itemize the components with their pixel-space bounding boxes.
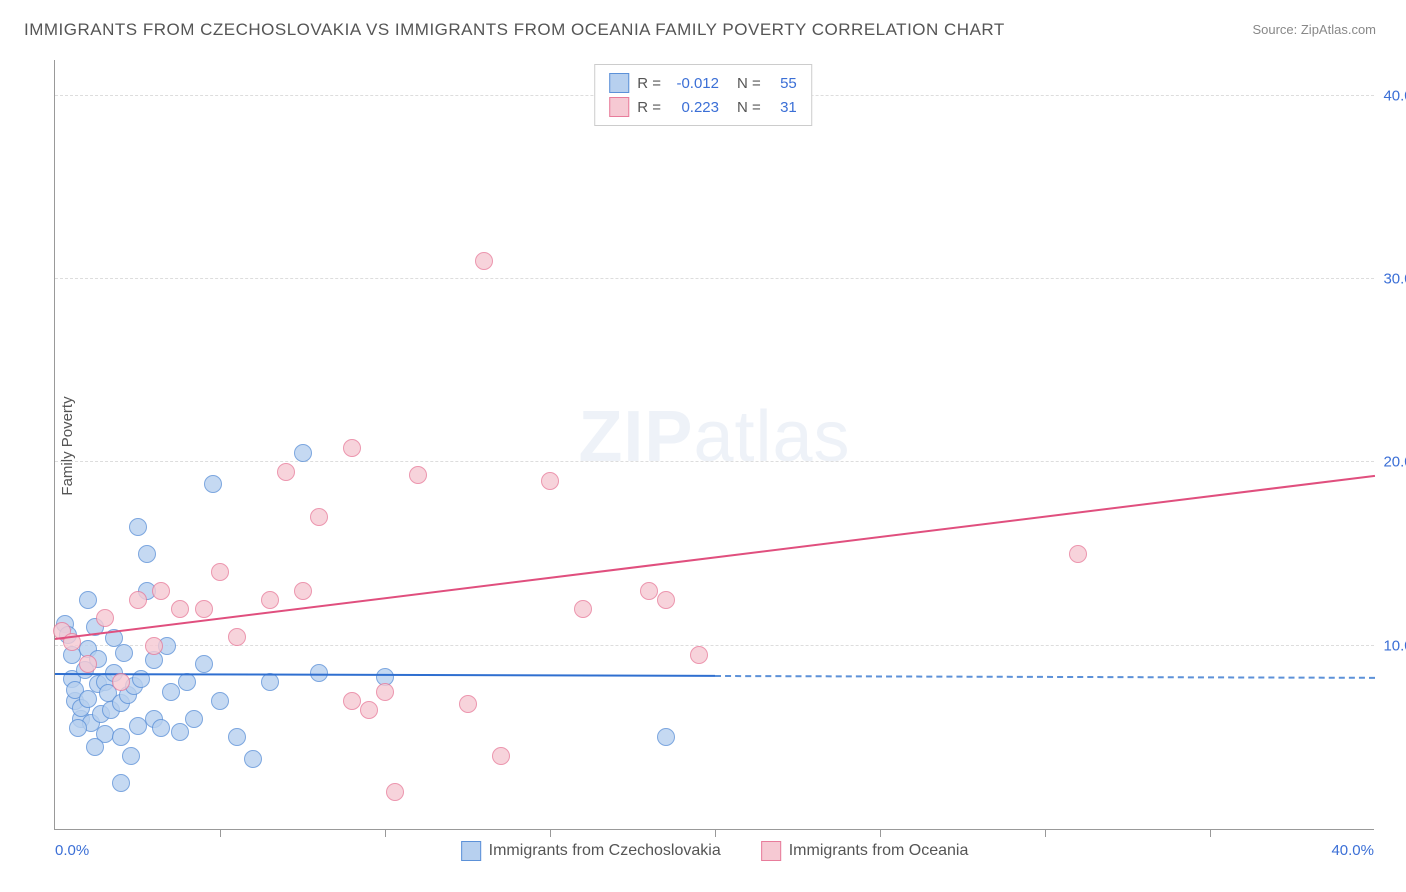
n-value-0: 55: [769, 75, 797, 92]
gridline: [55, 278, 1374, 279]
trend-line: [55, 475, 1375, 640]
watermark-light: atlas: [693, 396, 850, 476]
stats-legend-box: R = -0.012 N = 55 R = 0.223 N = 31: [594, 64, 812, 126]
data-point: [211, 692, 229, 710]
data-point: [152, 719, 170, 737]
data-point: [1069, 545, 1087, 563]
data-point: [690, 646, 708, 664]
watermark: ZIPatlas: [578, 395, 850, 477]
data-point: [228, 728, 246, 746]
y-tick-label: 40.0%: [1383, 87, 1406, 104]
legend-label-1: Immigrants from Oceania: [789, 842, 969, 860]
n-value-1: 31: [769, 99, 797, 116]
data-point: [96, 609, 114, 627]
data-point: [640, 582, 658, 600]
data-point: [459, 695, 477, 713]
r-value-0: -0.012: [669, 75, 719, 92]
data-point: [360, 701, 378, 719]
data-point: [376, 683, 394, 701]
data-point: [162, 683, 180, 701]
data-point: [178, 673, 196, 691]
stats-row-0: R = -0.012 N = 55: [609, 71, 797, 95]
x-axis-min-label: 0.0%: [55, 842, 89, 859]
data-point: [79, 655, 97, 673]
x-tick: [1045, 829, 1046, 837]
data-point: [204, 475, 222, 493]
data-point: [409, 466, 427, 484]
data-point: [244, 750, 262, 768]
watermark-bold: ZIP: [578, 396, 693, 476]
trend-line-dashed: [715, 675, 1375, 679]
data-point: [277, 463, 295, 481]
data-point: [475, 252, 493, 270]
r-label: R =: [637, 75, 661, 92]
stats-row-1: R = 0.223 N = 31: [609, 95, 797, 119]
legend-item-series-1: Immigrants from Oceania: [761, 841, 969, 861]
data-point: [343, 439, 361, 457]
data-point: [129, 717, 147, 735]
data-point: [386, 783, 404, 801]
data-point: [171, 600, 189, 618]
y-tick-label: 20.0%: [1383, 454, 1406, 471]
data-point: [185, 710, 203, 728]
chart-title: IMMIGRANTS FROM CZECHOSLOVAKIA VS IMMIGR…: [24, 20, 1005, 40]
legend-swatch-0: [461, 841, 481, 861]
data-point: [294, 444, 312, 462]
data-point: [228, 628, 246, 646]
legend-label-0: Immigrants from Czechoslovakia: [489, 842, 721, 860]
r-value-1: 0.223: [669, 99, 719, 116]
x-tick: [880, 829, 881, 837]
bottom-legend: Immigrants from Czechoslovakia Immigrant…: [461, 841, 969, 861]
y-tick-label: 10.0%: [1383, 637, 1406, 654]
data-point: [112, 728, 130, 746]
r-label: R =: [637, 99, 661, 116]
data-point: [294, 582, 312, 600]
data-point: [129, 591, 147, 609]
x-tick: [220, 829, 221, 837]
stats-swatch-1: [609, 97, 629, 117]
x-tick: [1210, 829, 1211, 837]
data-point: [79, 591, 97, 609]
gridline: [55, 645, 1374, 646]
gridline: [55, 461, 1374, 462]
chart-container: IMMIGRANTS FROM CZECHOSLOVAKIA VS IMMIGR…: [0, 0, 1406, 892]
x-axis-max-label: 40.0%: [1331, 842, 1374, 859]
data-point: [138, 545, 156, 563]
stats-swatch-0: [609, 73, 629, 93]
data-point: [145, 637, 163, 655]
n-label: N =: [737, 99, 761, 116]
y-tick-label: 30.0%: [1383, 271, 1406, 288]
data-point: [195, 655, 213, 673]
plot-area: ZIPatlas 0.0% 40.0% Immigrants from Czec…: [54, 60, 1374, 830]
data-point: [657, 728, 675, 746]
data-point: [112, 673, 130, 691]
legend-swatch-1: [761, 841, 781, 861]
x-tick: [385, 829, 386, 837]
data-point: [211, 563, 229, 581]
source-link[interactable]: Source: ZipAtlas.com: [1252, 22, 1376, 37]
legend-item-series-0: Immigrants from Czechoslovakia: [461, 841, 721, 861]
data-point: [112, 774, 130, 792]
data-point: [261, 591, 279, 609]
data-point: [492, 747, 510, 765]
data-point: [195, 600, 213, 618]
data-point: [343, 692, 361, 710]
x-tick: [715, 829, 716, 837]
data-point: [86, 738, 104, 756]
data-point: [115, 644, 133, 662]
data-point: [129, 518, 147, 536]
x-tick: [550, 829, 551, 837]
data-point: [261, 673, 279, 691]
data-point: [574, 600, 592, 618]
data-point: [310, 508, 328, 526]
data-point: [541, 472, 559, 490]
data-point: [152, 582, 170, 600]
data-point: [657, 591, 675, 609]
data-point: [122, 747, 140, 765]
n-label: N =: [737, 75, 761, 92]
data-point: [69, 719, 87, 737]
